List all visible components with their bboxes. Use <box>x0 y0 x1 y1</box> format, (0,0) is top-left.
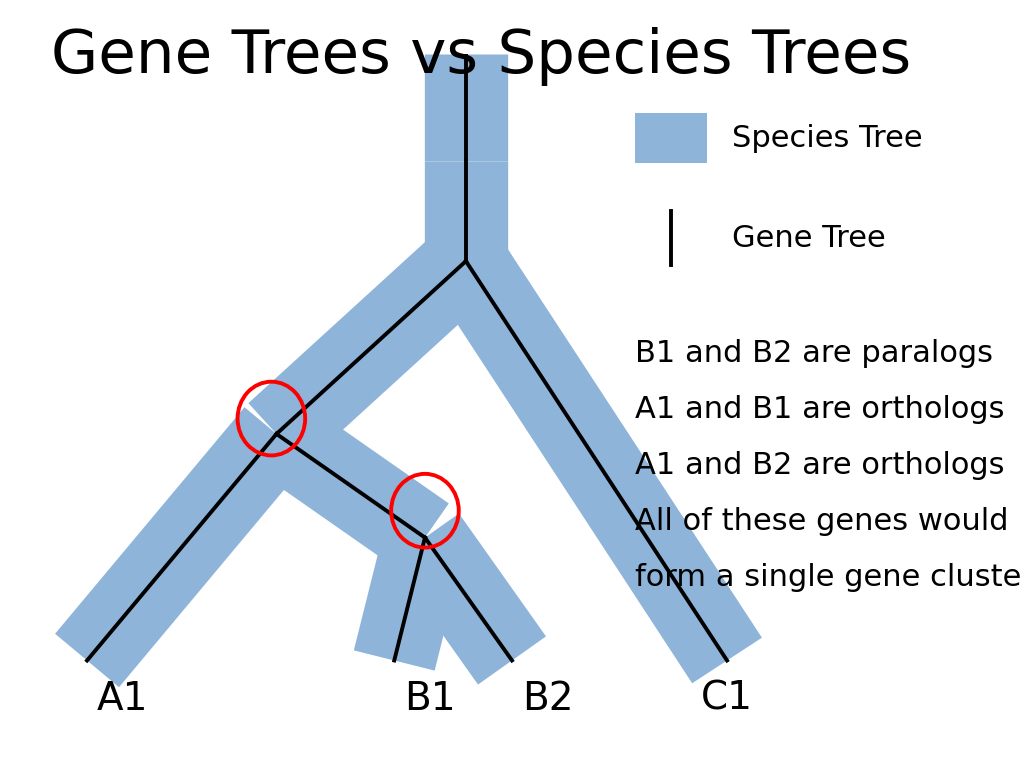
Text: A1 and B1 are orthologs: A1 and B1 are orthologs <box>635 395 1005 424</box>
Text: A1: A1 <box>97 680 148 718</box>
Text: B2: B2 <box>522 680 573 718</box>
Text: B1: B1 <box>404 680 456 718</box>
Text: A1 and B2 are orthologs: A1 and B2 are orthologs <box>635 451 1005 480</box>
Text: form a single gene cluster: form a single gene cluster <box>635 563 1024 592</box>
Text: All of these genes would: All of these genes would <box>635 507 1009 536</box>
Text: B1 and B2 are paralogs: B1 and B2 are paralogs <box>635 339 993 368</box>
Text: Gene Trees vs Species Trees: Gene Trees vs Species Trees <box>51 27 911 86</box>
Text: Species Tree: Species Tree <box>732 124 923 153</box>
Text: C1: C1 <box>701 680 753 718</box>
Text: Gene Tree: Gene Tree <box>732 223 886 253</box>
Bar <box>635 113 707 164</box>
